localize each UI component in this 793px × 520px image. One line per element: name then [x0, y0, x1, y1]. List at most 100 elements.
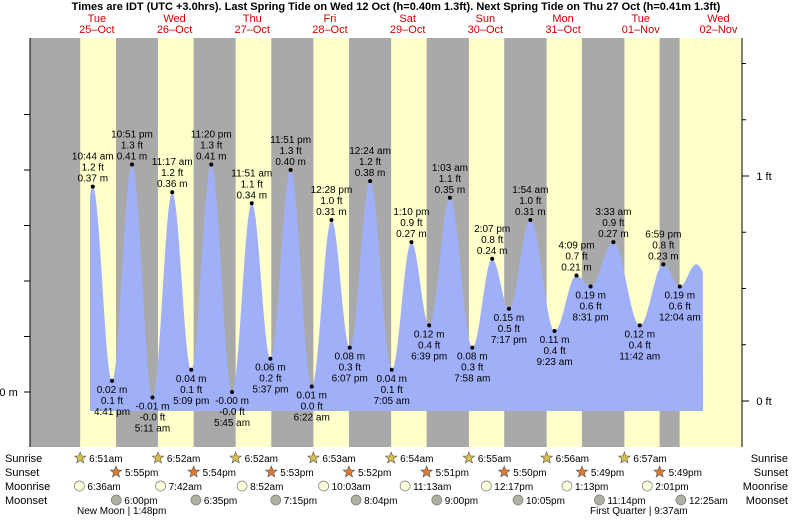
row-label-right: Moonrise — [743, 481, 788, 493]
tide-height-ft: 0.1 ft — [381, 385, 403, 396]
moonrise-icon — [74, 480, 85, 492]
tide-height-m: 0.27 m — [598, 229, 629, 240]
tide-height-ft: 0.3 ft — [461, 363, 483, 374]
tide-height-ft: 0.6 ft — [579, 302, 601, 313]
tide-height-ft: 0.6 ft — [669, 302, 691, 313]
tide-height-m: 0.24 m — [477, 246, 508, 257]
moon-phase: First Quarter | 9:37am — [590, 506, 688, 517]
moonset-time: 10:05pm — [526, 496, 565, 507]
day-date: 25–Oct — [79, 24, 114, 36]
tide-height-ft: 1.3 ft — [200, 140, 222, 151]
sunset-time: 5:52pm — [358, 468, 391, 479]
tide-time: 11:51 pm — [270, 135, 311, 146]
moonset-time: 12:25am — [689, 496, 728, 507]
tide-point — [637, 323, 642, 328]
moonset-icon — [594, 494, 605, 506]
day-date: 02–Nov — [699, 24, 737, 36]
tide-height-m: 0.04 m — [176, 374, 207, 385]
sunset-icon — [420, 465, 434, 478]
tide-height-m: 0.08 m — [334, 352, 365, 363]
tide-time: 6:59 pm — [645, 229, 681, 240]
tide-point — [90, 184, 95, 189]
tide-time: 3:33 am — [595, 207, 631, 218]
day-date: 28–Oct — [312, 24, 347, 36]
tide-height-m: 0.02 m — [97, 385, 128, 396]
tide-height-m: 0.27 m — [396, 229, 427, 240]
tide-time: 7:58 am — [454, 374, 490, 385]
chart-title: Times are IDT (UTC +3.0hrs). Last Spring… — [72, 1, 721, 13]
sunset-time: 5:55pm — [125, 468, 158, 479]
tide-time: 6:39 pm — [411, 351, 447, 362]
sunrise-time: 6:52am — [245, 454, 278, 465]
tide-point — [150, 395, 155, 400]
day-date: 29–Oct — [390, 24, 425, 36]
tide-time: 6:07 pm — [332, 374, 368, 385]
moonset-time: 9:00pm — [445, 496, 478, 507]
day-date: 26–Oct — [157, 24, 192, 36]
tide-height-m: 0.23 m — [648, 251, 679, 262]
tide-time: 5:11 am — [135, 424, 170, 435]
sunset-time: 5:49pm — [591, 468, 624, 479]
sunset-time: 5:51pm — [436, 468, 469, 479]
sunset-time: 5:50pm — [513, 468, 546, 479]
sunrise-icon — [306, 451, 320, 464]
tide-time: 11:51 am — [231, 168, 272, 179]
sunset-icon — [342, 465, 356, 478]
tide-point — [209, 162, 214, 167]
sun-moon-table: Sunrise Sunrise Sunset Sunset Moonrise Moonri… — [5, 451, 788, 517]
tide-curve — [90, 164, 703, 411]
tide-point — [189, 367, 194, 372]
tide-point — [268, 356, 273, 361]
tide-point — [661, 262, 666, 267]
day-name: Tue — [631, 13, 650, 25]
tide-height-m: 0.21 m — [561, 262, 592, 273]
tide-time: 8:31 pm — [573, 313, 609, 324]
tide-time: 5:45 am — [214, 418, 250, 429]
tide-point — [329, 217, 334, 222]
tide-height-m: 0.35 m — [435, 185, 466, 196]
tide-point — [110, 378, 115, 383]
moonrise-icon — [236, 480, 248, 492]
tide-height-ft: 0.8 ft — [652, 240, 674, 251]
tide-point — [230, 390, 235, 394]
tide-height-ft: 0.9 ft — [602, 218, 624, 229]
tide-height-ft: 0.7 ft — [565, 251, 587, 262]
day-date: 31–Oct — [545, 24, 580, 36]
moonset-time: 11:14pm — [607, 496, 645, 507]
tide-point — [447, 195, 452, 200]
sunset-icon — [109, 465, 123, 478]
tide-height-ft: 0.4 ft — [629, 340, 651, 351]
tide-point — [588, 284, 593, 289]
left-axis-label: 0.0 m — [0, 387, 18, 399]
tide-point — [427, 323, 432, 328]
tide-height-ft: 1.0 ft — [519, 196, 541, 207]
tide-height-ft: 0.1 ft — [101, 396, 123, 407]
tide-height-m: 0.19 m — [575, 291, 606, 302]
tide-point — [611, 240, 616, 245]
tide-height-ft: -0.0 ft — [219, 407, 245, 418]
axes: 0.0 m 0 ft 1 ft — [0, 38, 772, 447]
right-axis-label: 0 ft — [756, 396, 771, 408]
sunrise-time: 6:57am — [633, 454, 666, 465]
tide-point — [129, 162, 134, 167]
tide-time: 9:23 am — [537, 357, 573, 368]
tide-time: 12:24 am — [349, 146, 391, 157]
moonrise-time: 12:17pm — [494, 482, 533, 493]
tide-point — [470, 345, 475, 350]
moonset-time: 6:00pm — [124, 496, 157, 507]
row-label-left: Moonset — [5, 495, 47, 507]
tide-height-m: 0.41 m — [196, 151, 227, 162]
sunrise-time: 6:55am — [478, 454, 511, 465]
sunset-icon — [497, 465, 511, 478]
tide-height-ft: 1.3 ft — [279, 146, 301, 157]
tide-height-m: 0.37 m — [77, 174, 108, 185]
tide-time: 12:28 pm — [311, 185, 353, 196]
tide-time: 5:37 pm — [252, 385, 288, 396]
tide-height-ft: 0.4 ft — [418, 340, 440, 351]
sunrise-time: 6:54am — [400, 454, 433, 465]
sunrise-time: 6:53am — [322, 454, 355, 465]
sunset-time: 5:49pm — [669, 468, 702, 479]
tide-point — [409, 240, 414, 245]
day-headers: Tue25–OctWed26–OctThu27–OctFri28–OctSat2… — [79, 13, 738, 36]
tide-height-m: 0.38 m — [355, 168, 386, 179]
